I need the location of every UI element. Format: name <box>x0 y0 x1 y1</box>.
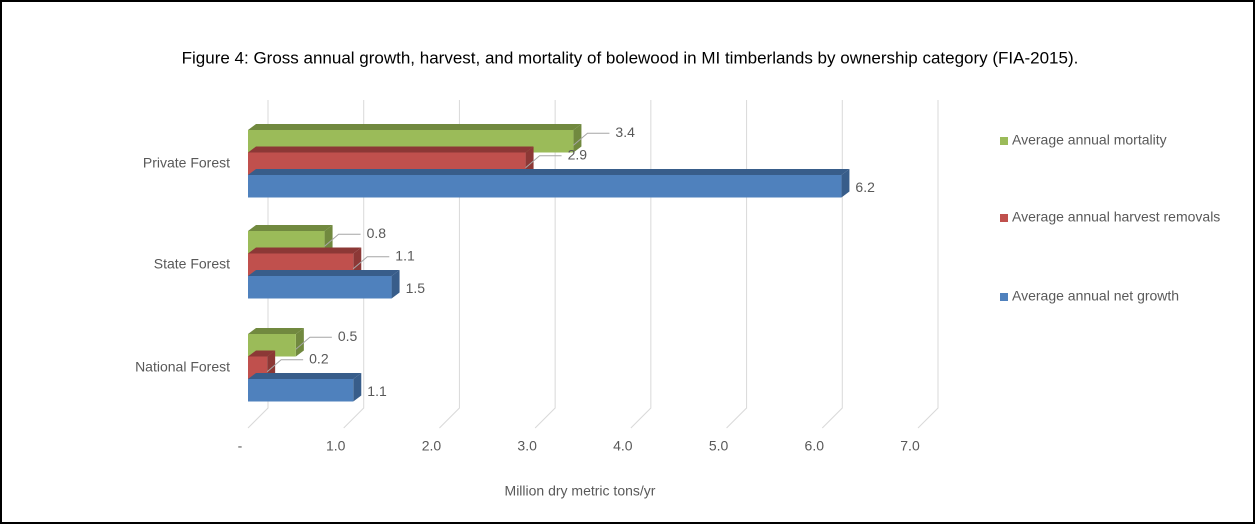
grid-line <box>630 100 652 429</box>
y-tick-label: State Forest <box>154 255 230 271</box>
data-label: 6.2 <box>855 179 875 195</box>
legend-swatch <box>1000 293 1008 301</box>
bar-side <box>391 270 400 299</box>
grid-line <box>917 100 939 429</box>
bar-top <box>248 328 304 334</box>
bar-front <box>248 175 842 198</box>
legend-label: Average annual harvest removals <box>1012 209 1220 225</box>
chart-title: Figure 4: Gross annual growth, harvest, … <box>182 48 1079 67</box>
x-tick-label: 1.0 <box>326 438 346 454</box>
x-tick-label: 5.0 <box>709 438 729 454</box>
grid-line <box>534 100 556 429</box>
bar-front <box>248 276 392 299</box>
x-tick-label: - <box>238 438 243 454</box>
bar-top <box>248 169 850 175</box>
leader-line <box>266 359 304 373</box>
leader-line <box>525 155 562 169</box>
bar <box>248 169 850 198</box>
data-label: 2.9 <box>568 146 588 162</box>
grid-line <box>821 100 843 429</box>
grid-line <box>726 100 748 429</box>
bar-top <box>248 270 400 276</box>
leader-line <box>352 256 390 270</box>
x-tick-label: 4.0 <box>613 438 633 454</box>
bar-top <box>248 225 333 231</box>
legend-swatch <box>1000 214 1008 222</box>
bar-top <box>248 124 582 130</box>
bar-side <box>353 373 362 402</box>
y-tick-label: National Forest <box>135 358 230 374</box>
legend-label: Average annual net growth <box>1012 288 1179 304</box>
x-tick-label: 6.0 <box>805 438 825 454</box>
bar-side <box>525 146 534 175</box>
bar-side <box>573 124 582 153</box>
leader-line <box>573 132 610 146</box>
grid-line <box>247 100 269 429</box>
bar-top <box>248 146 534 153</box>
bar-side <box>267 350 276 379</box>
leader-line <box>295 336 332 350</box>
bar <box>248 328 304 357</box>
leader-line <box>324 233 361 247</box>
x-tick-label: 2.0 <box>422 438 442 454</box>
bar-top <box>248 247 362 254</box>
grid-line <box>439 100 460 429</box>
bar-side <box>295 328 304 357</box>
bar-front <box>248 379 354 402</box>
data-label: 1.1 <box>395 247 415 263</box>
data-label: 3.4 <box>615 124 635 140</box>
bar-side <box>353 247 362 276</box>
x-axis-label: Million dry metric tons/yr <box>505 483 656 499</box>
legend-swatch <box>1000 137 1008 145</box>
bar-top <box>248 350 276 357</box>
bar-side <box>324 225 333 254</box>
bar-side <box>841 169 850 198</box>
data-label: 1.5 <box>406 280 426 296</box>
data-label: 0.2 <box>309 350 329 366</box>
legend-label: Average annual mortality <box>1012 132 1167 148</box>
data-label: 0.8 <box>367 225 387 241</box>
bar <box>248 270 400 299</box>
x-tick-label: 7.0 <box>900 438 920 454</box>
data-label: 1.1 <box>367 383 387 399</box>
data-label: 0.5 <box>338 328 358 344</box>
grid-line <box>343 100 365 429</box>
x-tick-label: 3.0 <box>517 438 537 454</box>
bar <box>248 373 362 402</box>
y-tick-label: Private Forest <box>143 154 230 170</box>
bar-top <box>248 373 362 379</box>
